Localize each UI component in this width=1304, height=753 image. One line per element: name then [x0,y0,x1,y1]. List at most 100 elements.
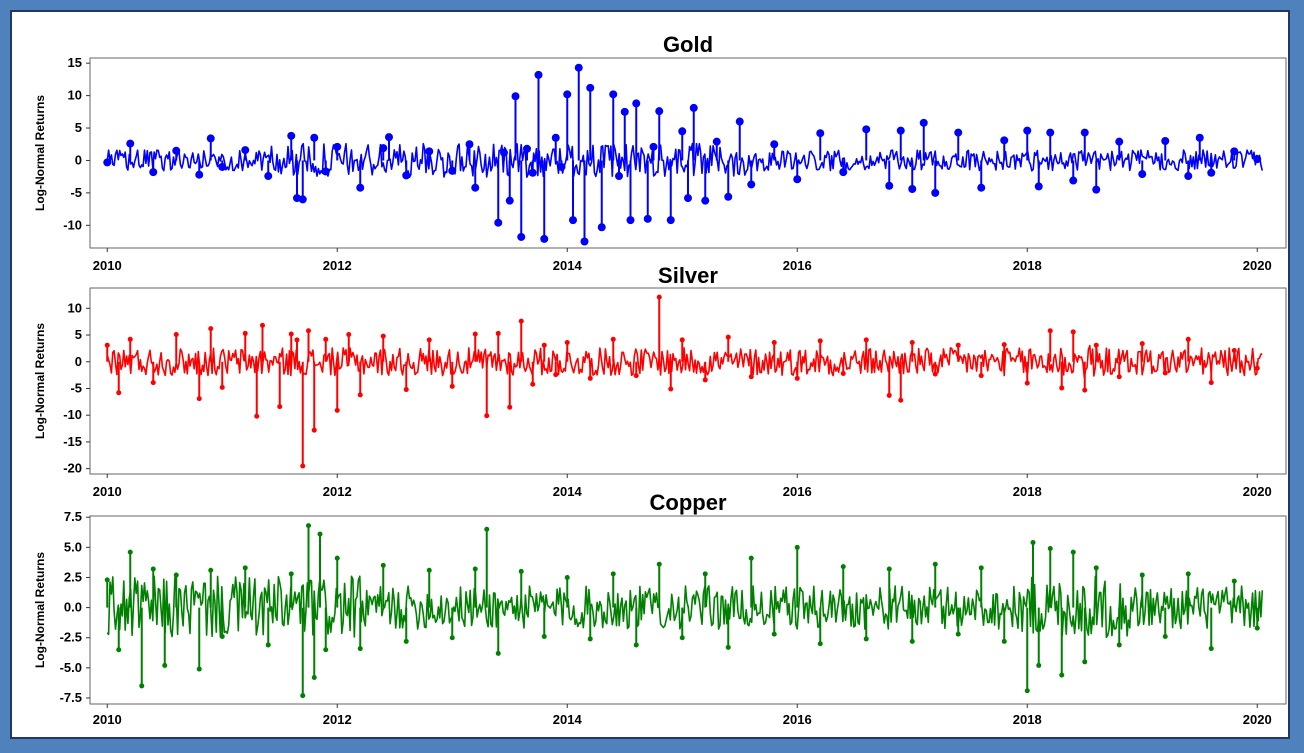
data-point [206,134,215,143]
data-point [1185,336,1191,342]
data-point [885,181,894,190]
data-point [712,137,721,146]
data-point [505,196,514,205]
data-point [735,117,744,126]
data-point [1070,329,1076,335]
data-point [172,146,181,155]
y-tick-label: 0 [75,152,82,167]
y-tick-label: 15 [68,55,82,70]
data-point [300,463,306,469]
data-point [580,237,589,246]
data-point [500,148,508,157]
data-point [1001,638,1007,644]
data-point [426,337,432,343]
data-point [817,641,823,647]
data-point [1253,155,1262,164]
data-point [656,294,662,300]
data-point [620,107,629,116]
data-point [610,571,616,577]
data-point [725,644,731,650]
data-point [173,332,179,337]
data-point [104,577,110,583]
data-point [150,566,156,572]
data-point [898,397,904,403]
data-point [357,392,363,398]
data-point [219,634,225,640]
x-tick-label: 2016 [783,258,812,273]
y-tick-label: 0 [75,354,82,369]
y-tick-label: -5.0 [60,660,82,675]
data-point [656,561,662,567]
data-point [298,195,307,204]
data-point [863,636,869,642]
data-point [254,413,260,419]
data-point [241,146,250,155]
data-point [1139,572,1145,578]
data-point [1030,540,1036,546]
data-point [357,646,363,652]
data-point [139,683,145,689]
data-point [977,183,986,192]
data-point [311,427,317,433]
data-point [862,125,871,134]
data-point [196,666,202,672]
data-point [725,334,731,340]
x-tick-label: 2012 [323,484,352,499]
data-point [886,566,892,572]
data-point [1000,136,1009,145]
y-tick-label: 5.0 [64,539,82,554]
chart-figure: Gold -10 -5 0 5 10 15 2010 2012 2014 2016 2018 2020 L… [33,32,1287,727]
data-point [116,390,122,396]
data-point [610,336,616,342]
data-point [317,531,323,537]
data-point [679,337,685,343]
data-point [277,404,283,410]
x-tick-label: 2018 [1013,484,1042,499]
data-point [1195,133,1204,142]
data-point [242,330,248,336]
data-point [484,413,490,419]
data-point [863,337,869,343]
data-point [288,331,294,337]
data-point [426,567,432,573]
data-point [1116,374,1122,380]
data-point [449,635,455,641]
data-point [472,566,478,572]
panel-title: Gold [663,32,713,57]
data-point [932,371,938,377]
data-point [649,142,658,151]
x-tick-label: 2018 [1013,258,1042,273]
data-point [540,234,549,243]
data-point [300,693,306,699]
data-point [126,139,135,148]
data-point [817,338,823,344]
data-point [1254,625,1260,631]
plot-area-border [89,287,1287,475]
data-point [196,396,202,402]
y-tick-label: 7.5 [64,509,82,524]
x-tick-label: 2016 [783,484,812,499]
figure-frame: Gold -10 -5 0 5 10 15 2010 2012 2014 2016 2018 2020 L… [10,10,1290,739]
x-tick-label: 2010 [93,712,122,727]
data-point [1254,365,1260,371]
y-tick-label: 2.5 [64,569,82,584]
data-point [569,216,577,225]
data-point [149,168,158,177]
data-point [1230,147,1239,156]
data-point [523,144,531,153]
data-point [955,342,961,348]
data-point [909,340,915,346]
data-point [380,562,386,568]
y-tick-label: -5 [70,380,82,395]
data-point [794,375,800,381]
data-point [334,407,340,413]
data-point [242,565,248,571]
data-point [1034,182,1043,191]
data-point [955,631,961,637]
x-tick-label: 2014 [553,258,583,273]
data-point [1092,185,1101,194]
data-point [403,638,409,644]
data-point [597,223,606,232]
data-point [306,328,311,334]
data-point [1046,128,1055,137]
